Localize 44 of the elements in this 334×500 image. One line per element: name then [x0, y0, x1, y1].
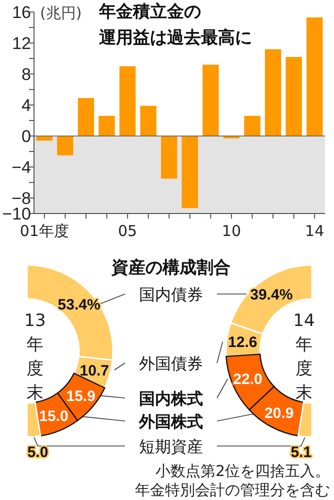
bar	[140, 106, 156, 136]
text: 年金特別会計の管理分を含む	[135, 481, 330, 499]
data-label: 5.0	[27, 444, 48, 462]
text: 小数点第2位を四捨五入。	[155, 462, 330, 480]
bar	[182, 136, 198, 208]
x-tick-label: 01年度	[20, 222, 69, 240]
data-label: 10.7	[80, 362, 109, 380]
data-label: 5.1	[290, 444, 312, 462]
bar	[78, 98, 94, 136]
bar	[98, 116, 115, 136]
x-tick-label: 10	[222, 222, 242, 240]
x-tick-label: 14	[305, 222, 324, 240]
slice-label: 13年度末	[24, 311, 46, 403]
y-tick-label: −4	[12, 158, 31, 178]
bar	[161, 136, 178, 179]
y-tick-label: 12	[12, 34, 31, 54]
y-tick-label: 16	[12, 3, 31, 22]
data-label: 39.4%	[250, 286, 293, 304]
chart-title: 資産の構成割合	[110, 258, 230, 278]
data-label: 15.9	[66, 388, 96, 406]
bar	[202, 64, 219, 136]
bar	[119, 66, 136, 136]
data-label: 15.0	[39, 408, 68, 426]
y-tick-label: 0	[22, 127, 31, 146]
x-tick-label: 05	[118, 222, 138, 240]
y-tick-label: 8	[22, 65, 31, 84]
bar	[244, 116, 260, 136]
slice-label: 外国株式	[138, 412, 203, 431]
chart-title: 年金積立金の運用益は過去最高に	[98, 2, 252, 48]
slice-label: 外国債券	[139, 354, 203, 373]
bar	[57, 136, 74, 156]
slice-label: 国内債券	[139, 284, 203, 304]
data-label: 22.0	[233, 371, 262, 388]
data-label: 12.6	[228, 334, 258, 351]
data-label: 20.9	[264, 405, 294, 422]
y-tick-label: 4	[22, 96, 31, 116]
bar	[286, 56, 302, 136]
data-label: 53.4%	[58, 296, 100, 314]
y-axis-title: (兆円)	[40, 4, 82, 22]
bar	[264, 49, 282, 136]
slice-label: 14年度末	[293, 311, 315, 403]
bar	[306, 17, 323, 136]
slice-label: 短期資産	[139, 436, 203, 456]
slice-label: 国内株式	[139, 388, 203, 408]
